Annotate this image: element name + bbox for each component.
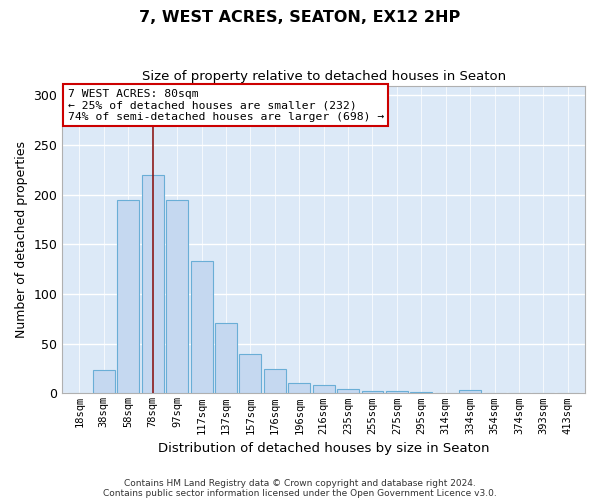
Bar	[410, 392, 433, 394]
Bar	[191, 262, 212, 394]
Bar	[117, 200, 139, 394]
Bar	[459, 390, 481, 394]
Text: Contains HM Land Registry data © Crown copyright and database right 2024.: Contains HM Land Registry data © Crown c…	[124, 478, 476, 488]
Text: 7, WEST ACRES, SEATON, EX12 2HP: 7, WEST ACRES, SEATON, EX12 2HP	[139, 10, 461, 25]
Bar	[386, 392, 408, 394]
Title: Size of property relative to detached houses in Seaton: Size of property relative to detached ho…	[142, 70, 506, 83]
X-axis label: Distribution of detached houses by size in Seaton: Distribution of detached houses by size …	[158, 442, 490, 455]
Y-axis label: Number of detached properties: Number of detached properties	[15, 141, 28, 338]
Bar	[313, 386, 335, 394]
Bar	[142, 175, 164, 394]
Bar	[362, 392, 383, 394]
Bar	[264, 368, 286, 394]
Bar	[239, 354, 262, 394]
Text: 7 WEST ACRES: 80sqm
← 25% of detached houses are smaller (232)
74% of semi-detac: 7 WEST ACRES: 80sqm ← 25% of detached ho…	[68, 88, 384, 122]
Bar	[215, 323, 237, 394]
Bar	[93, 370, 115, 394]
Text: Contains public sector information licensed under the Open Government Licence v3: Contains public sector information licen…	[103, 488, 497, 498]
Bar	[337, 390, 359, 394]
Bar	[288, 384, 310, 394]
Bar	[166, 200, 188, 394]
